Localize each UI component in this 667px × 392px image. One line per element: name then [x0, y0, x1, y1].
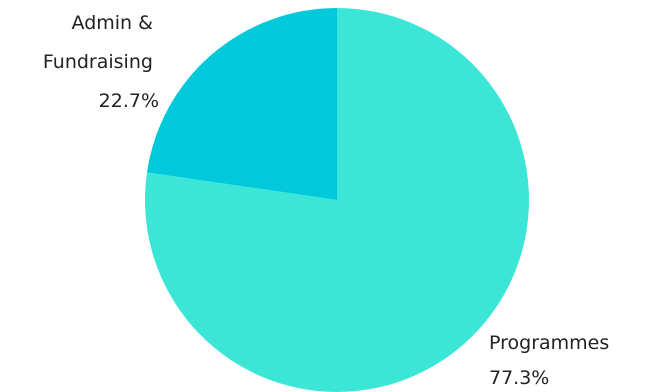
slice-label-admin-fundraising: Admin & Fundraising 22.7% — [43, 12, 159, 112]
slice-label-programmes-percent: 77.3% — [489, 367, 549, 389]
slice-label-programmes: Programmes 77.3% — [489, 332, 615, 389]
slice-label-admin-percent: 22.7% — [99, 90, 159, 112]
pie-slice-admin-fundraising — [147, 8, 337, 200]
pie-slice-programmes — [145, 8, 529, 392]
slice-label-admin-line-2: Fundraising — [43, 51, 153, 73]
slice-label-programmes-name: Programmes — [489, 332, 609, 354]
slice-label-admin-line-1: Admin & — [72, 12, 154, 34]
pie-slices — [145, 8, 529, 392]
